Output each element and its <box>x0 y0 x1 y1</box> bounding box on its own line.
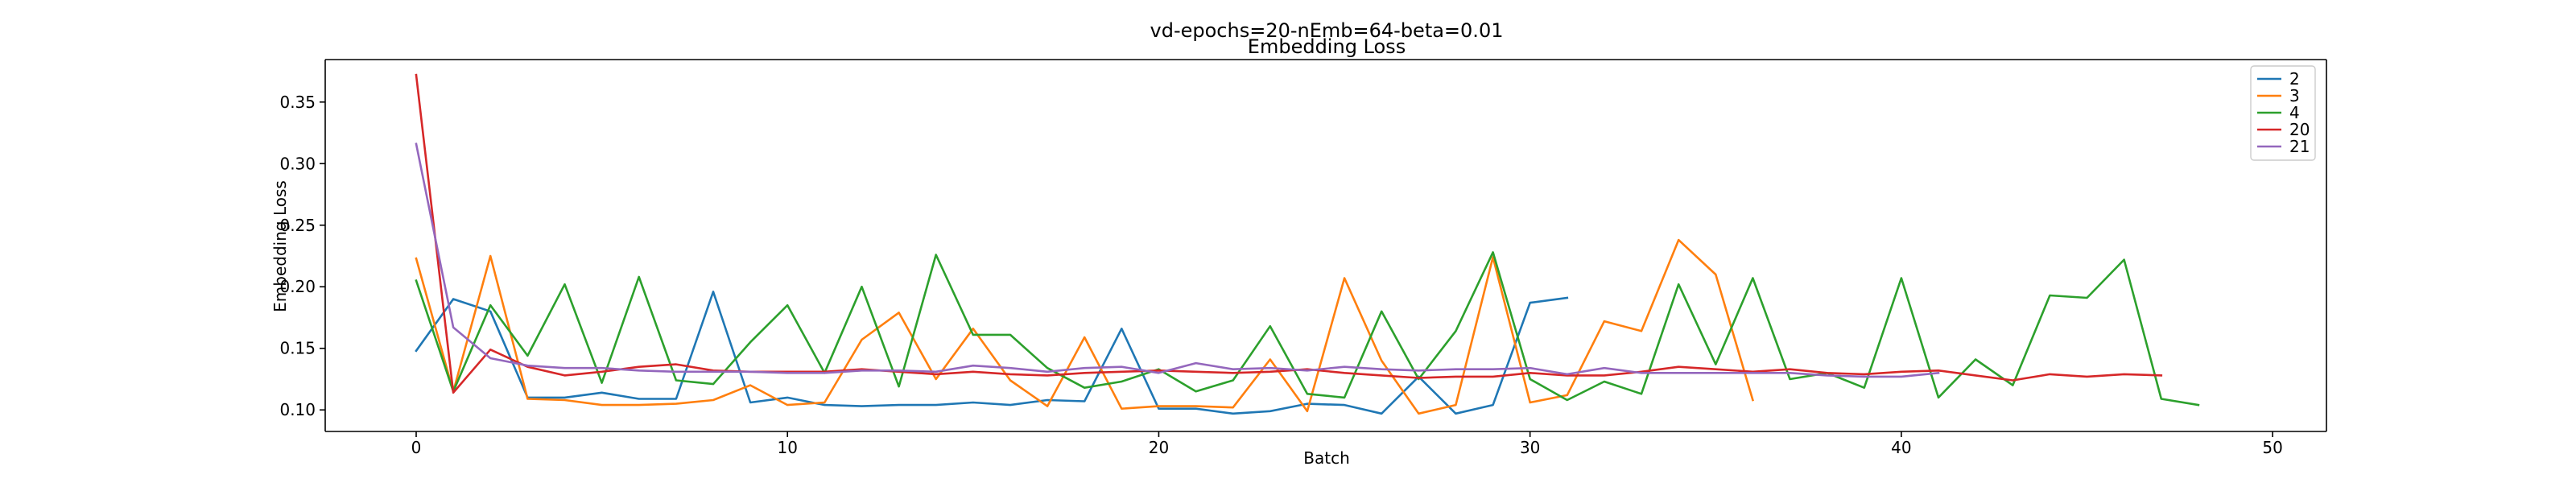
y-tick-label: 0.30 <box>279 154 316 173</box>
x-tick-label: 0 <box>411 438 422 457</box>
x-tick-label: 40 <box>1891 438 1911 457</box>
y-axis-label: Embedding Loss <box>270 180 290 312</box>
x-axis-label: Batch <box>1303 448 1350 468</box>
legend-label-21: 21 <box>2289 137 2310 156</box>
y-tick-label: 0.10 <box>279 400 316 419</box>
x-tick-label: 10 <box>777 438 797 457</box>
x-tick-label: 50 <box>2262 438 2282 457</box>
chart-subtitle: Embedding Loss <box>1248 35 1406 58</box>
y-tick-label: 0.35 <box>279 93 316 112</box>
x-tick-label: 20 <box>1149 438 1169 457</box>
y-tick-label: 0.15 <box>279 339 316 358</box>
x-tick-label: 30 <box>1520 438 1540 457</box>
